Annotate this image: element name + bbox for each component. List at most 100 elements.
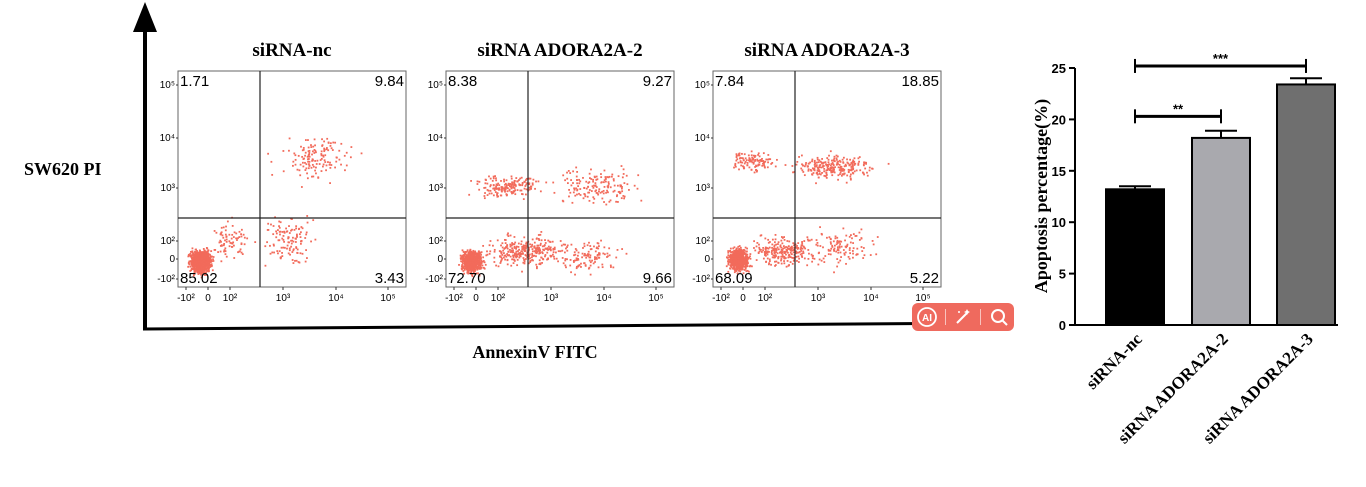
scatter-point	[575, 267, 578, 270]
scatter-point	[231, 233, 234, 236]
scatter-point	[539, 190, 542, 193]
scatter-point	[737, 161, 740, 164]
scatter-point	[308, 163, 310, 166]
ai-icon[interactable]: AI	[914, 304, 940, 330]
scatter-point	[747, 270, 750, 273]
scatter-point	[225, 238, 228, 241]
scatter-point	[489, 250, 492, 253]
scatter-point	[528, 248, 530, 251]
scatter-point	[483, 195, 486, 197]
scatter-point	[615, 256, 618, 259]
scatter-point	[292, 164, 294, 167]
scatter-point	[222, 226, 225, 229]
scatter-point	[478, 256, 481, 259]
scatter-point	[846, 161, 849, 164]
scatter-point	[463, 268, 466, 271]
scatter-point	[480, 251, 483, 254]
scatter-point	[557, 250, 560, 253]
scatter-point	[743, 257, 746, 260]
scatter-point	[516, 180, 519, 183]
scatter-point	[466, 256, 469, 259]
scatter-point	[350, 146, 353, 148]
scatter-point	[599, 191, 602, 194]
scatter-point	[305, 231, 308, 234]
magic-wand-icon[interactable]	[950, 304, 976, 330]
scatter-point	[774, 254, 777, 256]
scatter-point	[514, 252, 517, 255]
scatter-point	[734, 255, 736, 257]
scatter-point	[810, 253, 813, 256]
scatter-point	[220, 232, 222, 235]
scatter-point	[564, 264, 567, 267]
scatter-point	[764, 246, 767, 249]
scatter-point	[802, 171, 805, 173]
scatter-point	[472, 251, 475, 254]
scatter-point	[296, 233, 298, 236]
scatter-point	[762, 249, 764, 252]
scatter-point	[301, 161, 304, 164]
scatter-point	[503, 189, 506, 191]
scatter-point	[470, 252, 473, 255]
scatter-point	[499, 262, 502, 264]
scatter-point	[487, 189, 490, 192]
scatter-point	[574, 253, 577, 256]
scatter-point	[621, 190, 624, 193]
scatter-point	[488, 244, 491, 247]
scatter-point	[844, 251, 847, 254]
scatter-point	[734, 256, 737, 258]
scatter-point	[469, 272, 472, 275]
scatter-point	[848, 247, 851, 249]
scatter-point	[756, 242, 759, 244]
scatter-point	[750, 154, 753, 157]
scatter-point	[536, 250, 539, 253]
scatter-point	[836, 239, 839, 242]
scatter-point	[733, 249, 736, 252]
scatter-point	[480, 260, 483, 263]
scatter-point	[477, 256, 480, 258]
scatter-point	[831, 159, 833, 162]
scatter-point	[195, 261, 198, 263]
scatter-point	[530, 256, 533, 259]
scatter-point	[751, 265, 753, 268]
scatter-point	[516, 264, 519, 267]
scatter-point	[602, 189, 605, 192]
scatter-point	[860, 246, 863, 248]
scatter-point	[551, 253, 554, 256]
scatter-point	[312, 165, 315, 168]
scatter-point	[544, 242, 547, 244]
scatter-point	[858, 231, 861, 234]
scatter-point	[732, 262, 735, 264]
scatter-point	[589, 261, 592, 264]
scatter-point	[219, 250, 222, 253]
scatter-point	[526, 182, 528, 185]
scatter-point	[750, 160, 753, 163]
scatter-point	[827, 167, 830, 170]
scatter-point	[491, 179, 494, 182]
scatter-point	[565, 247, 567, 250]
scatter-point	[762, 152, 765, 155]
scatter-point	[842, 161, 845, 164]
scatter-point	[209, 258, 212, 261]
search-icon[interactable]	[986, 304, 1012, 330]
scatter-point	[200, 273, 203, 276]
scatter-point	[834, 237, 837, 240]
scatter-point	[329, 145, 332, 147]
scatter-point	[329, 161, 331, 164]
scatter-point	[521, 184, 524, 187]
scatter-point	[738, 157, 741, 160]
scatter-point	[754, 249, 757, 252]
scatter-point	[742, 251, 745, 254]
scatter-point	[862, 257, 865, 259]
scatter-point	[460, 265, 463, 268]
scatter-point	[474, 253, 477, 256]
scatter-point	[836, 155, 839, 158]
scatter-point	[739, 262, 742, 265]
scatter-point	[786, 260, 789, 262]
scatter-point	[199, 260, 202, 262]
scatter-point	[274, 216, 276, 219]
scatter-point	[585, 256, 588, 259]
scatter-point	[851, 237, 853, 240]
y-tick-label: 10³	[429, 183, 444, 194]
scatter-point	[590, 190, 593, 192]
